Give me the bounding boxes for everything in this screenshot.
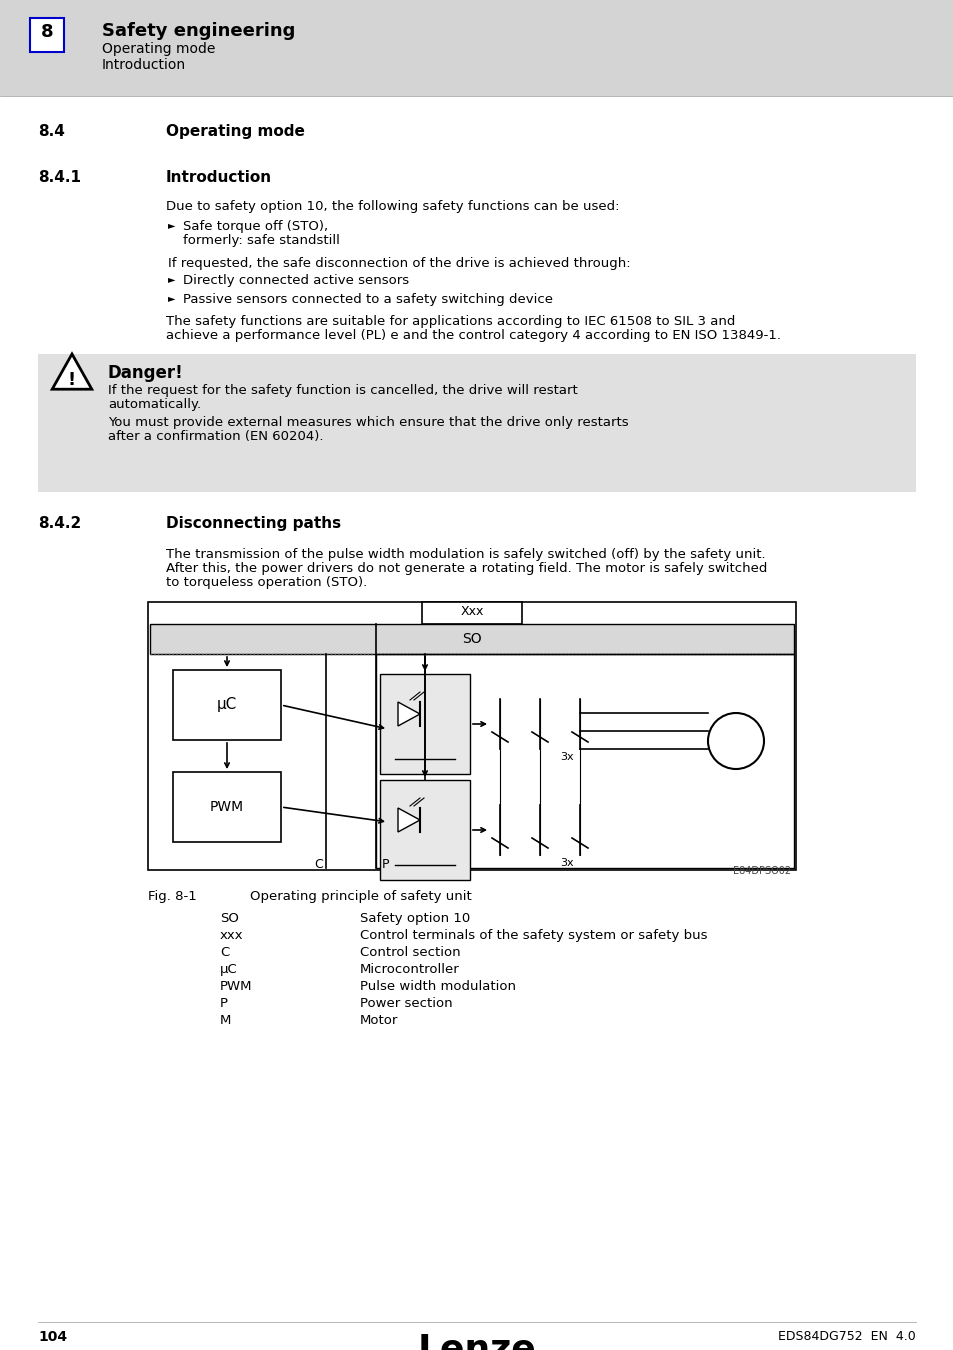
Text: The transmission of the pulse width modulation is safely switched (off) by the s: The transmission of the pulse width modu… xyxy=(166,548,765,562)
Text: PWM: PWM xyxy=(210,801,244,814)
Bar xyxy=(150,624,793,653)
Text: Control section: Control section xyxy=(359,946,460,958)
Bar xyxy=(421,602,521,624)
Bar xyxy=(38,354,915,491)
Polygon shape xyxy=(397,809,419,832)
Text: Introduction: Introduction xyxy=(166,170,272,185)
Text: to torqueless operation (STO).: to torqueless operation (STO). xyxy=(166,576,367,589)
Text: !: ! xyxy=(68,371,76,389)
Text: You must provide external measures which ensure that the drive only restarts: You must provide external measures which… xyxy=(108,416,628,429)
Text: Danger!: Danger! xyxy=(108,364,184,382)
Text: After this, the power drivers do not generate a rotating field. The motor is saf: After this, the power drivers do not gen… xyxy=(166,562,766,575)
Text: M: M xyxy=(726,737,744,755)
Text: formerly: safe standstill: formerly: safe standstill xyxy=(183,234,339,247)
Text: P: P xyxy=(381,859,389,871)
Bar xyxy=(379,674,470,774)
Text: 8.4.1: 8.4.1 xyxy=(38,170,81,185)
Text: ►: ► xyxy=(168,293,175,302)
Bar xyxy=(375,653,793,868)
Text: Xxx: Xxx xyxy=(460,605,483,618)
Text: C: C xyxy=(220,946,229,958)
Text: PWM: PWM xyxy=(220,980,253,994)
Text: SO: SO xyxy=(220,913,238,925)
Text: 8.4: 8.4 xyxy=(38,124,65,139)
Text: after a confirmation (EN 60204).: after a confirmation (EN 60204). xyxy=(108,431,323,443)
Text: Motor: Motor xyxy=(359,1014,398,1027)
Text: Passive sensors connected to a safety switching device: Passive sensors connected to a safety sw… xyxy=(183,293,553,306)
Text: 3x: 3x xyxy=(559,859,573,868)
Text: P: P xyxy=(220,998,228,1010)
Text: automatically.: automatically. xyxy=(108,398,201,410)
Text: SO: SO xyxy=(461,632,481,647)
Bar xyxy=(30,18,64,53)
Text: Safety option 10: Safety option 10 xyxy=(359,913,470,925)
Text: Due to safety option 10, the following safety functions can be used:: Due to safety option 10, the following s… xyxy=(166,200,618,213)
Text: The safety functions are suitable for applications according to IEC 61508 to SIL: The safety functions are suitable for ap… xyxy=(166,315,735,328)
Polygon shape xyxy=(52,354,91,389)
Bar xyxy=(172,772,281,842)
Text: 104: 104 xyxy=(38,1330,67,1345)
Text: Lenze: Lenze xyxy=(417,1332,536,1350)
Text: E84DPSO02: E84DPSO02 xyxy=(732,865,790,876)
Text: ►: ► xyxy=(168,220,175,230)
Text: Microcontroller: Microcontroller xyxy=(359,963,459,976)
Bar xyxy=(0,0,953,96)
Text: EDS84DG752  EN  4.0: EDS84DG752 EN 4.0 xyxy=(778,1330,915,1343)
Bar xyxy=(172,670,281,740)
Text: Safety engineering: Safety engineering xyxy=(102,22,295,40)
Text: Operating mode: Operating mode xyxy=(166,124,305,139)
Text: 8.4.2: 8.4.2 xyxy=(38,516,81,531)
Text: Directly connected active sensors: Directly connected active sensors xyxy=(183,274,409,288)
Text: 3x: 3x xyxy=(559,752,573,761)
Bar xyxy=(148,602,795,869)
Text: Control terminals of the safety system or safety bus: Control terminals of the safety system o… xyxy=(359,929,707,942)
Circle shape xyxy=(707,713,763,770)
Text: Introduction: Introduction xyxy=(102,58,186,72)
Text: Pulse width modulation: Pulse width modulation xyxy=(359,980,516,994)
Text: μC: μC xyxy=(220,963,237,976)
Text: M: M xyxy=(220,1014,232,1027)
Bar xyxy=(379,780,470,880)
Text: Operating mode: Operating mode xyxy=(102,42,215,55)
Text: If the request for the safety function is cancelled, the drive will restart: If the request for the safety function i… xyxy=(108,383,578,397)
Text: Disconnecting paths: Disconnecting paths xyxy=(166,516,341,531)
Text: If requested, the safe disconnection of the drive is achieved through:: If requested, the safe disconnection of … xyxy=(168,256,630,270)
Text: μC: μC xyxy=(216,698,237,713)
Text: Fig. 8-1: Fig. 8-1 xyxy=(148,890,196,903)
Text: Power section: Power section xyxy=(359,998,452,1010)
Text: Safe torque off (STO),: Safe torque off (STO), xyxy=(183,220,328,234)
Text: xxx: xxx xyxy=(220,929,243,942)
Polygon shape xyxy=(397,702,419,726)
Text: 8: 8 xyxy=(41,23,53,40)
Text: achieve a performance level (PL) e and the control category 4 according to EN IS: achieve a performance level (PL) e and t… xyxy=(166,329,781,342)
Text: C: C xyxy=(314,859,322,871)
Text: ►: ► xyxy=(168,274,175,284)
Text: Operating principle of safety unit: Operating principle of safety unit xyxy=(250,890,471,903)
